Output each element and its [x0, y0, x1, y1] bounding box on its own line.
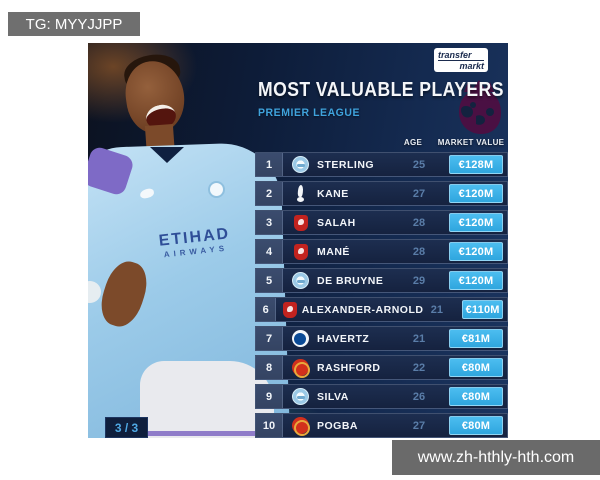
club-crest-man-city-icon — [283, 272, 317, 289]
club-crest-liverpool-icon — [283, 214, 317, 231]
player-name: SALAH — [317, 216, 356, 229]
player-name: STERLING — [317, 158, 375, 171]
player-age: 21 — [412, 332, 426, 345]
rank-cell: 7 — [256, 327, 283, 350]
player-name: HAVERTZ — [317, 332, 370, 345]
market-value-badge: €81M — [449, 329, 503, 348]
player-shorts — [140, 361, 274, 438]
player-name: KANE — [317, 187, 349, 200]
market-value-badge: €120M — [449, 213, 503, 232]
player-name: SILVA — [317, 390, 349, 403]
player-age: 28 — [412, 245, 426, 258]
rank-cell: 5 — [256, 269, 283, 292]
table-row: 4 MANÉ 28 €120M — [255, 239, 508, 264]
club-crest-man-united-icon — [283, 359, 317, 378]
player-name: MANÉ — [317, 245, 350, 258]
player-name: DE BRUYNE — [317, 274, 384, 287]
transfermarkt-logo: transfer markt — [434, 48, 488, 72]
table-row: 6 ALEXANDER-ARNOLD 21 €110M — [255, 297, 508, 322]
ucl-ball-icon — [88, 281, 101, 303]
rank-cell: 10 — [256, 414, 283, 437]
table-row: 2 KANE 27 €120M — [255, 181, 508, 206]
rank-cell: 8 — [256, 356, 283, 379]
market-value-badge: €120M — [449, 271, 503, 290]
player-name: RASHFORD — [317, 361, 381, 374]
man-city-shirt-badge — [208, 181, 225, 198]
table-row: 10 POGBA 27 €80M — [255, 413, 508, 438]
rank-cell: 1 — [256, 153, 283, 176]
rank-cell: 6 — [256, 298, 277, 321]
transfermarkt-logo-line1: transfer — [438, 50, 484, 61]
rank-cell: 4 — [256, 240, 283, 263]
watermark-telegram-text: TG: MYYJJPP — [25, 15, 123, 33]
table-row: 5 DE BRUYNE 29 €120M — [255, 268, 508, 293]
club-crest-chelsea-icon — [283, 330, 317, 347]
club-crest-tottenham-icon — [283, 185, 317, 202]
page-indicator: 3 / 3 — [105, 417, 148, 438]
player-age: 21 — [430, 303, 443, 316]
transfermarkt-logo-line2: markt — [459, 61, 484, 71]
table-row: 8 RASHFORD 22 €80M — [255, 355, 508, 380]
column-header-age: AGE — [403, 138, 423, 147]
club-crest-man-city-icon — [283, 156, 317, 173]
table-row: 3 SALAH 28 €120M — [255, 210, 508, 235]
player-age: 28 — [412, 216, 426, 229]
market-value-badge: €110M — [462, 300, 503, 319]
watermark-website: www.zh-hthly-hth.com — [392, 440, 600, 475]
premier-league-lion-icon — [459, 80, 501, 134]
market-value-badge: €80M — [449, 416, 503, 435]
infographic-panel: ETIHAD AIRWAYS transfer markt MOST VALUA… — [88, 43, 508, 438]
column-header-market-value: MARKET VALUE — [437, 138, 505, 147]
table-row: 1 STERLING 25 €128M — [255, 152, 508, 177]
rank-cell: 2 — [256, 182, 283, 205]
page-title: MOST VALUABLE PLAYERS — [258, 79, 504, 101]
player-age: 27 — [412, 419, 426, 432]
market-value-badge: €120M — [449, 242, 503, 261]
watermark-website-text: www.zh-hthly-hth.com — [417, 448, 575, 466]
club-crest-liverpool-icon — [276, 301, 301, 318]
table-row: 7 HAVERTZ 21 €81M — [255, 326, 508, 351]
watermark-telegram: TG: MYYJJPP — [8, 12, 140, 36]
rank-cell: 3 — [256, 211, 283, 234]
club-crest-man-united-icon — [283, 417, 317, 436]
market-value-badge: €128M — [449, 155, 503, 174]
market-value-badge: €80M — [449, 387, 503, 406]
table-row: 9 SILVA 26 €80M — [255, 384, 508, 409]
player-age: 22 — [412, 361, 426, 374]
rank-cell: 9 — [256, 385, 283, 408]
player-name: POGBA — [317, 419, 359, 432]
player-age: 29 — [412, 274, 426, 287]
shorts-hem — [140, 431, 274, 436]
page-subtitle: PREMIER LEAGUE — [258, 107, 361, 119]
market-value-badge: €120M — [449, 184, 503, 203]
player-age: 27 — [412, 187, 426, 200]
club-crest-man-city-icon — [283, 388, 317, 405]
player-ranking-table: 1 STERLING 25 €128M 2 KANE 27 €120M 3 SA… — [255, 152, 508, 438]
player-age: 26 — [412, 390, 426, 403]
player-name: ALEXANDER-ARNOLD — [301, 303, 424, 316]
market-value-badge: €80M — [449, 358, 503, 377]
club-crest-liverpool-icon — [283, 243, 317, 260]
player-age: 25 — [412, 158, 426, 171]
